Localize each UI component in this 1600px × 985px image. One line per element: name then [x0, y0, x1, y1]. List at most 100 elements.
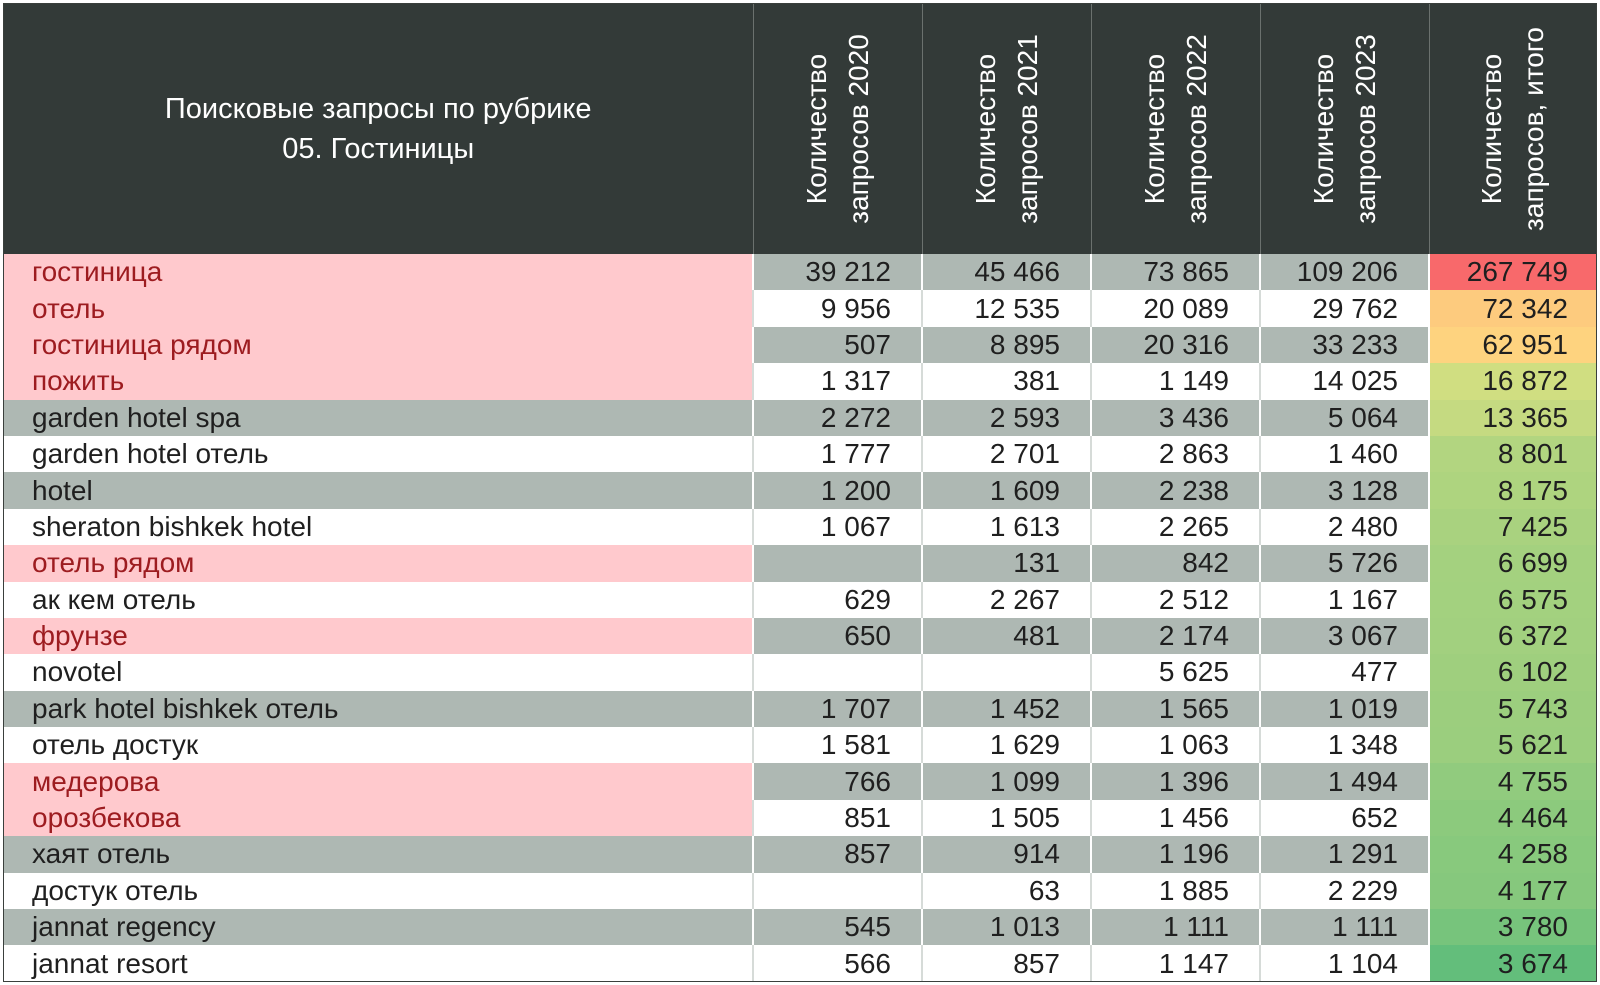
count-cell-2022: 1 063: [1090, 727, 1260, 764]
count-cell-2021: 1 099: [921, 763, 1091, 800]
table-row: пожить 1 317 381 1 149 14 025 16 872: [4, 363, 1596, 400]
count-cell-2023: 33 233: [1259, 326, 1429, 364]
count-cell-2023: 1 019: [1259, 690, 1429, 728]
count-cell-2021: 2 701: [921, 435, 1091, 473]
column-header-2023: Количество запросов 2023: [1260, 4, 1430, 254]
count-cell-2022: 1 456: [1090, 799, 1260, 837]
count-cell-2022: 3 436: [1090, 399, 1260, 436]
table-row: хаят отель 857 914 1 196 1 291 4 258: [4, 836, 1596, 873]
count-cell-2023: 5 726: [1259, 545, 1429, 582]
count-cell-2020: 1 067: [752, 508, 922, 546]
count-cell-2021: [921, 654, 1091, 691]
query-cell: jannat resort: [4, 945, 753, 981]
count-cell-2022: 1 111: [1090, 909, 1260, 946]
count-cell-2021: 45 466: [921, 254, 1091, 291]
total-cell: 6 575: [1428, 581, 1596, 618]
count-cell-2023: 109 206: [1259, 254, 1429, 291]
count-cell-2023: 1 348: [1259, 727, 1429, 764]
total-cell: 4 258: [1428, 836, 1596, 873]
table-row: park hotel bishkek отель 1 707 1 452 1 565 1…: [4, 690, 1596, 728]
count-cell-2022: 1 565: [1090, 690, 1260, 728]
count-cell-2023: 477: [1259, 654, 1429, 691]
column-header-2021-line-1: Количество: [969, 53, 1001, 205]
count-cell-2020: 1 707: [752, 690, 922, 728]
column-header-2023-line-2: запросов 2023: [1349, 34, 1381, 224]
count-cell-2022: 73 865: [1090, 254, 1260, 291]
query-cell: hotel: [4, 472, 753, 509]
column-header-2021: Количество запросов 2021: [922, 4, 1092, 254]
count-cell-2021: 1 505: [921, 799, 1091, 837]
total-cell: 4 177: [1428, 872, 1596, 910]
query-cell: орозбекова: [4, 799, 753, 837]
query-cell: достук отель: [4, 872, 753, 910]
count-cell-2021: 1 629: [921, 727, 1091, 764]
count-cell-2020: 851: [752, 799, 922, 837]
count-cell-2022: 1 885: [1090, 872, 1260, 910]
query-cell: отель достук: [4, 727, 753, 764]
table-row: отель рядом 131 842 5 726 6 699: [4, 545, 1596, 582]
query-cell: sheraton bishkek hotel: [4, 508, 753, 546]
count-cell-2020: 507: [752, 326, 922, 364]
count-cell-2020: [752, 654, 922, 691]
table-row: гостиница 39 212 45 466 73 865 109 206 267 74…: [4, 254, 1596, 291]
table-row: garden hotel отель 1 777 2 701 2 863 1 460 8 …: [4, 435, 1596, 473]
count-cell-2021: 1 613: [921, 508, 1091, 546]
column-header-2022: Количество запросов 2022: [1091, 4, 1261, 254]
table-row: novotel 5 625 477 6 102: [4, 654, 1596, 691]
count-cell-2021: 1 013: [921, 909, 1091, 946]
count-cell-2020: 650: [752, 617, 922, 655]
table-row: фрунзе 650 481 2 174 3 067 6 372: [4, 617, 1596, 655]
query-cell: хаят отель: [4, 836, 753, 873]
query-cell: пожить: [4, 363, 753, 400]
count-cell-2020: 1 581: [752, 727, 922, 764]
table-container: Поисковые запросы по рубрике 05. Гостини…: [3, 3, 1597, 982]
count-cell-2021: 914: [921, 836, 1091, 873]
search-queries-table: Поисковые запросы по рубрике 05. Гостини…: [4, 4, 1596, 981]
total-cell: 4 755: [1428, 763, 1596, 800]
table-row: медерова 766 1 099 1 396 1 494 4 755: [4, 763, 1596, 800]
query-cell: garden hotel отель: [4, 435, 753, 473]
count-cell-2021: 63: [921, 872, 1091, 910]
table-row: отель 9 956 12 535 20 089 29 762 72 342: [4, 290, 1596, 327]
count-cell-2020: 9 956: [752, 290, 922, 327]
count-cell-2020: 1 200: [752, 472, 922, 509]
query-cell: park hotel bishkek отель: [4, 690, 753, 728]
count-cell-2022: 2 265: [1090, 508, 1260, 546]
count-cell-2022: 1 147: [1090, 945, 1260, 981]
count-cell-2022: 20 316: [1090, 326, 1260, 364]
count-cell-2023: 5 064: [1259, 399, 1429, 436]
table-body: гостиница 39 212 45 466 73 865 109 206 267 74…: [4, 254, 1596, 981]
column-header-2021-line-2: запросов 2021: [1011, 34, 1043, 224]
column-header-2020-line-2: запросов 2020: [842, 34, 874, 224]
column-header-total: Количество запросов, итого: [1429, 4, 1596, 254]
total-cell: 6 372: [1428, 617, 1596, 655]
total-cell: 5 743: [1428, 690, 1596, 728]
total-cell: 8 175: [1428, 472, 1596, 509]
count-cell-2023: 2 229: [1259, 872, 1429, 910]
column-header-2020: Количество запросов 2020: [753, 4, 923, 254]
count-cell-2021: 8 895: [921, 326, 1091, 364]
table-title-line-1: Поисковые запросы по рубрике: [164, 93, 592, 125]
count-cell-2020: 1 777: [752, 435, 922, 473]
table-row: ак кем отель 629 2 267 2 512 1 167 6 575: [4, 581, 1596, 618]
table-title-line-2: 05. Гостиницы: [282, 133, 475, 165]
query-cell: novotel: [4, 654, 753, 691]
count-cell-2023: 14 025: [1259, 363, 1429, 400]
query-cell: гостиница: [4, 254, 753, 291]
count-cell-2023: 2 480: [1259, 508, 1429, 546]
count-cell-2023: 29 762: [1259, 290, 1429, 327]
count-cell-2022: 2 174: [1090, 617, 1260, 655]
count-cell-2023: 652: [1259, 799, 1429, 837]
count-cell-2022: 1 396: [1090, 763, 1260, 800]
column-header-total-line-1: Количество: [1475, 53, 1507, 205]
query-cell: медерова: [4, 763, 753, 800]
query-cell: фрунзе: [4, 617, 753, 655]
query-cell: отель рядом: [4, 545, 753, 582]
count-cell-2022: 1 149: [1090, 363, 1260, 400]
table-row: jannat regency 545 1 013 1 111 1 111 3 780: [4, 909, 1596, 946]
table-row: орозбекова 851 1 505 1 456 652 4 464: [4, 799, 1596, 837]
column-header-2020-line-1: Количество: [800, 53, 832, 205]
count-cell-2022: 1 196: [1090, 836, 1260, 873]
header-row: Поисковые запросы по рубрике 05. Гостини…: [4, 4, 1596, 254]
table-row: гостиница рядом 507 8 895 20 316 33 233 62 95…: [4, 326, 1596, 364]
